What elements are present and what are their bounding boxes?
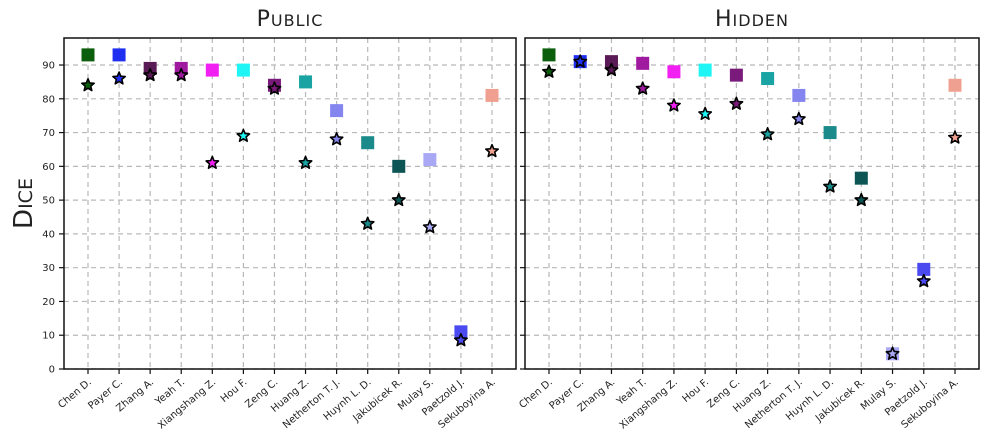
star-marker — [729, 96, 744, 110]
star-marker — [205, 155, 220, 170]
star-marker — [885, 346, 900, 360]
y-tick-label: 50 — [42, 196, 55, 207]
square-marker — [299, 75, 313, 89]
y-tick-label: 80 — [42, 94, 55, 105]
panel-title: PUBLIC — [257, 7, 324, 32]
star-marker — [81, 77, 95, 92]
square-marker — [636, 56, 650, 70]
square-marker — [917, 262, 931, 276]
star-marker — [666, 98, 681, 112]
x-tick-label: Sekuboyina A. — [436, 377, 497, 431]
plot-frame — [524, 37, 980, 370]
star-marker — [698, 106, 713, 121]
square-marker — [454, 325, 468, 339]
star-marker — [298, 155, 313, 170]
star-marker — [236, 128, 251, 143]
star-marker — [823, 179, 838, 193]
grid — [525, 38, 979, 370]
square-marker — [542, 48, 556, 62]
square-series — [542, 48, 962, 361]
y-tick-label: 20 — [42, 297, 55, 308]
square-marker — [112, 48, 126, 62]
square-marker — [729, 68, 743, 82]
square-marker — [423, 153, 437, 167]
star-marker — [360, 216, 375, 230]
panel-title: HIDDEN — [715, 7, 789, 32]
square-marker — [948, 78, 962, 92]
square-marker — [761, 72, 775, 86]
star-marker — [635, 81, 650, 95]
square-marker — [81, 48, 95, 62]
square-series — [81, 48, 499, 339]
square-marker — [698, 63, 712, 77]
star-marker — [422, 219, 437, 234]
square-marker — [361, 136, 375, 150]
star-marker — [791, 111, 806, 126]
y-tick-label: 60 — [42, 162, 55, 173]
square-marker — [205, 63, 219, 77]
y-tick-label: 70 — [42, 128, 55, 139]
star-marker — [542, 64, 556, 78]
square-marker — [330, 104, 344, 118]
y-axis-label: DICE — [9, 178, 39, 229]
y-tick-label: 0 — [49, 365, 55, 376]
star-marker — [112, 71, 127, 85]
x-tick-label: Xiangshang Z. — [156, 377, 218, 432]
star-marker — [854, 192, 869, 207]
y-tick-label: 90 — [42, 61, 55, 72]
star-marker — [916, 273, 931, 288]
square-marker — [667, 65, 681, 79]
star-marker — [485, 143, 499, 158]
y-tick-label: 10 — [42, 331, 55, 342]
star-series — [542, 54, 962, 360]
grid — [64, 38, 516, 370]
star-marker — [143, 67, 158, 82]
star-marker — [391, 192, 406, 207]
square-marker — [854, 171, 868, 185]
square-marker — [604, 55, 618, 69]
star-marker — [573, 54, 588, 68]
x-tick-label: Sekuboyina A. — [899, 377, 960, 431]
star-marker — [760, 126, 775, 141]
star-marker — [174, 67, 189, 82]
star-marker — [329, 132, 344, 146]
square-marker — [485, 88, 499, 102]
y-tick-label: 40 — [42, 229, 55, 240]
panel-hidden: Chen D.Payer C.Zhang A.Yeah T.Xiangshang… — [517, 7, 980, 432]
square-marker — [236, 63, 250, 77]
y-tick-label: 30 — [42, 263, 55, 274]
plot-frame — [63, 37, 517, 370]
x-tick-label: Xiangshang Z. — [618, 377, 680, 432]
square-marker — [392, 159, 406, 173]
star-marker — [604, 62, 619, 77]
star-marker — [267, 81, 282, 95]
star-marker — [453, 332, 468, 347]
star-series — [81, 67, 499, 347]
square-marker — [823, 126, 837, 140]
square-marker — [792, 88, 806, 102]
star-marker — [948, 130, 962, 144]
